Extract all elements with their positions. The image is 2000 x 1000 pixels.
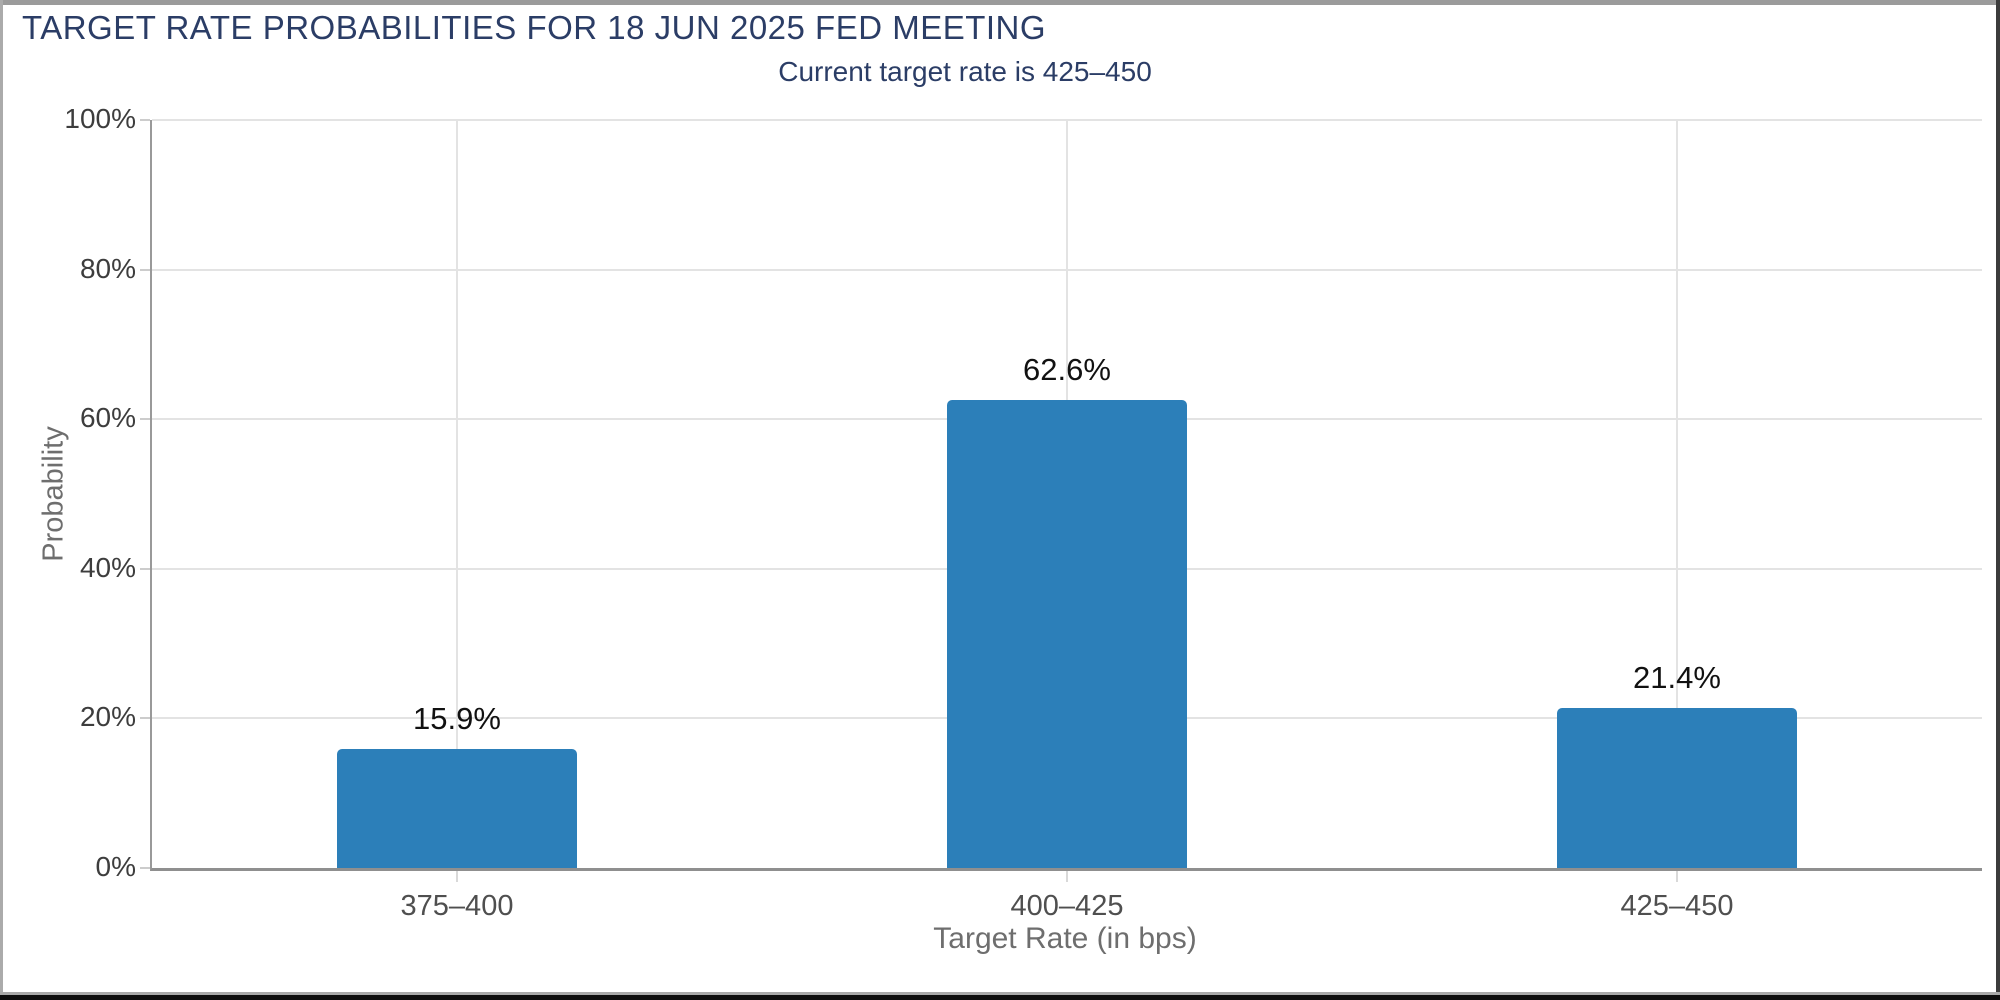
probability-bar[interactable]: [1557, 707, 1797, 868]
probability-bar[interactable]: [337, 749, 577, 868]
probability-bar[interactable]: [947, 399, 1187, 868]
x-axis-tick: [1676, 871, 1678, 882]
window-border-top: [0, 0, 2000, 5]
bar-value-label: 62.6%: [1023, 351, 1111, 387]
y-axis-tick: [140, 867, 150, 869]
y-axis-tick: [140, 418, 150, 421]
page-title: TARGET RATE PROBABILITIES FOR 18 JUN 202…: [22, 9, 1047, 46]
y-tick-label: 20%: [79, 701, 136, 733]
window-border-bottom-inner: [0, 992, 2000, 995]
y-axis-tick: [140, 567, 150, 570]
x-axis-title: Target Rate (in bps): [933, 922, 1197, 955]
gridline-vertical: [1676, 120, 1678, 868]
y-tick-label: 100%: [64, 103, 136, 134]
window-border-bottom: [0, 995, 2000, 1000]
window-border-left: [0, 0, 3, 1000]
x-category-label: 400–425: [1010, 890, 1124, 922]
chart-subtitle: Current target rate is 425–450: [778, 56, 1152, 87]
window-border-right: [1996, 0, 2000, 1000]
y-axis-title: Probability: [37, 426, 70, 562]
plot-area: 0% 20% 40% 60% 80% 100% 15.9% 375–400 62.6% 400–4…: [64, 103, 1982, 922]
y-tick-label: 0%: [95, 851, 136, 882]
y-axis-tick: [140, 119, 150, 121]
bar-value-label: 15.9%: [413, 701, 501, 737]
x-axis-tick: [1066, 871, 1068, 882]
y-tick-label: 80%: [79, 252, 136, 284]
y-tick-label: 40%: [79, 551, 136, 583]
y-axis-tick: [140, 268, 150, 271]
gridline-vertical: [456, 120, 458, 868]
x-category-label: 425–450: [1620, 890, 1734, 922]
x-axis-tick: [456, 871, 458, 882]
y-axis-tick: [140, 717, 150, 720]
bar-value-label: 21.4%: [1633, 659, 1721, 695]
y-tick-label: 60%: [79, 402, 136, 434]
x-category-label: 375–400: [400, 890, 514, 922]
